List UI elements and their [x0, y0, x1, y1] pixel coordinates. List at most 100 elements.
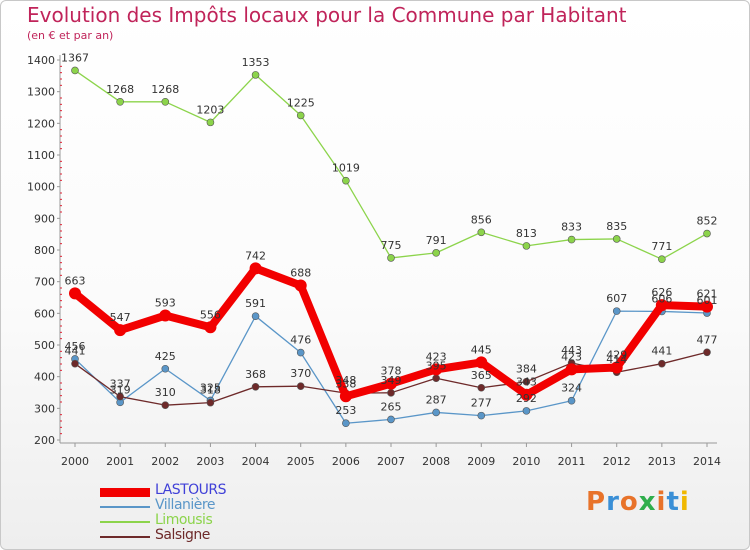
data-label-lastours: 688	[290, 266, 311, 279]
data-point-salsigne	[71, 359, 79, 368]
x-tick-label: 2011	[558, 455, 586, 468]
data-point-limousis	[71, 66, 79, 75]
data-label-villani-re: 456	[65, 340, 86, 353]
data-label-lastours: 338	[335, 377, 356, 390]
y-tick-label: 1400	[27, 54, 55, 67]
data-point-villani-re	[342, 419, 350, 428]
data-label-limousis: 1268	[151, 83, 179, 96]
data-point-lastours	[701, 300, 713, 313]
data-label-villani-re: 425	[155, 350, 176, 363]
y-tick-label: 800	[34, 244, 55, 257]
data-point-salsigne	[387, 389, 395, 397]
x-tick-label: 2008	[422, 455, 450, 468]
data-label-salsigne: 370	[290, 367, 311, 380]
data-label-limousis: 1225	[287, 96, 315, 109]
data-point-limousis	[612, 235, 621, 243]
data-label-lastours: 547	[110, 311, 131, 324]
data-label-salsigne: 365	[471, 369, 492, 382]
data-label-salsigne: 318	[200, 384, 221, 397]
data-label-salsigne: 441	[651, 345, 672, 358]
logo-letter: r	[606, 487, 620, 517]
data-label-villani-re: 319	[110, 383, 131, 396]
data-point-lastours	[475, 356, 488, 369]
data-point-limousis	[703, 229, 711, 238]
data-point-lastours	[114, 324, 127, 337]
data-point-salsigne	[296, 382, 305, 390]
y-tick-label: 900	[34, 212, 55, 225]
data-label-salsigne: 441	[65, 345, 86, 358]
data-point-salsigne	[703, 348, 711, 357]
data-point-limousis	[658, 255, 666, 263]
data-label-villani-re: 324	[561, 382, 582, 395]
legend-label-villani-re: Villanière	[155, 497, 215, 513]
data-label-limousis: 833	[561, 221, 582, 234]
data-label-lastours: 343	[516, 376, 537, 389]
data-point-salsigne	[116, 392, 124, 401]
data-point-lastours	[69, 287, 81, 300]
data-point-salsigne	[522, 377, 531, 386]
data-label-limousis: 1268	[106, 83, 134, 96]
y-tick-label: 400	[34, 371, 55, 384]
data-label-salsigne: 395	[426, 359, 447, 372]
data-label-salsigne: 368	[245, 368, 266, 381]
data-label-salsigne: 384	[516, 363, 537, 376]
x-tick-label: 2012	[603, 455, 631, 468]
data-label-villani-re: 606	[651, 292, 672, 305]
logo-letter: o	[619, 487, 639, 517]
data-label-limousis: 813	[516, 227, 537, 240]
data-point-limousis	[387, 254, 395, 262]
data-label-lastours: 423	[561, 350, 582, 363]
data-point-salsigne	[477, 383, 486, 392]
data-point-villani-re	[522, 407, 531, 415]
data-point-lastours	[610, 361, 623, 374]
data-label-limousis: 771	[651, 240, 672, 253]
data-point-limousis	[161, 98, 170, 106]
x-tick-label: 2003	[196, 455, 224, 468]
x-tick-label: 2004	[242, 455, 270, 468]
chart-axes: 200 300 400 500 600 700 800 900 1000 1100 1200 1300…	[27, 54, 721, 468]
data-point-villani-re	[477, 411, 486, 420]
logo-letter: i	[679, 487, 690, 517]
data-label-salsigne: 310	[155, 386, 176, 399]
data-point-lastours	[520, 388, 533, 401]
legend-swatch-salsigne	[100, 536, 150, 538]
data-label-salsigne: 348	[335, 374, 356, 387]
x-tick-label: 2000	[61, 455, 89, 468]
data-point-limousis	[206, 118, 215, 127]
data-label-limousis: 1203	[196, 103, 224, 116]
legend-swatch-limousis	[100, 521, 150, 523]
legend-swatch-lastours	[100, 487, 150, 497]
data-label-limousis: 852	[697, 215, 718, 228]
data-label-limousis: 1353	[242, 56, 270, 69]
data-label-lastours: 621	[697, 288, 718, 301]
chart-title: Evolution des Impôts locaux pour la Comm…	[27, 3, 627, 27]
data-label-salsigne: 414	[606, 353, 627, 366]
data-point-lastours	[565, 363, 578, 376]
chart-subtitle: (en € et par an)	[27, 29, 114, 42]
data-label-limousis: 1367	[61, 51, 89, 64]
data-label-lastours: 593	[155, 297, 176, 310]
data-point-villani-re	[251, 312, 260, 320]
data-label-lastours: 378	[381, 365, 402, 378]
series-layer	[69, 66, 713, 428]
data-point-villani-re	[387, 415, 395, 424]
data-point-limousis	[296, 111, 305, 120]
data-label-salsigne: 349	[381, 374, 402, 387]
legend-swatch-villani-re	[100, 506, 150, 508]
data-point-lastours	[294, 279, 307, 292]
data-label-lastours: 445	[471, 343, 492, 356]
data-label-lastours: 626	[651, 286, 672, 299]
data-label-lastours: 423	[426, 350, 447, 363]
data-label-salsigne: 477	[697, 333, 718, 346]
y-tick-label: 600	[34, 307, 55, 320]
x-tick-label: 2009	[467, 455, 495, 468]
data-point-lastours	[430, 363, 443, 376]
data-point-lastours	[204, 321, 217, 334]
y-tick-label: 1200	[27, 117, 55, 130]
y-tick-label: 1300	[27, 86, 55, 99]
legend-label-lastours: LASTOURS	[155, 482, 227, 498]
proxiti-logo: Proxiti	[586, 487, 690, 517]
data-label-lastours: 556	[200, 308, 221, 321]
y-tick-label: 1000	[27, 181, 55, 194]
data-label-limousis: 1019	[332, 162, 360, 175]
